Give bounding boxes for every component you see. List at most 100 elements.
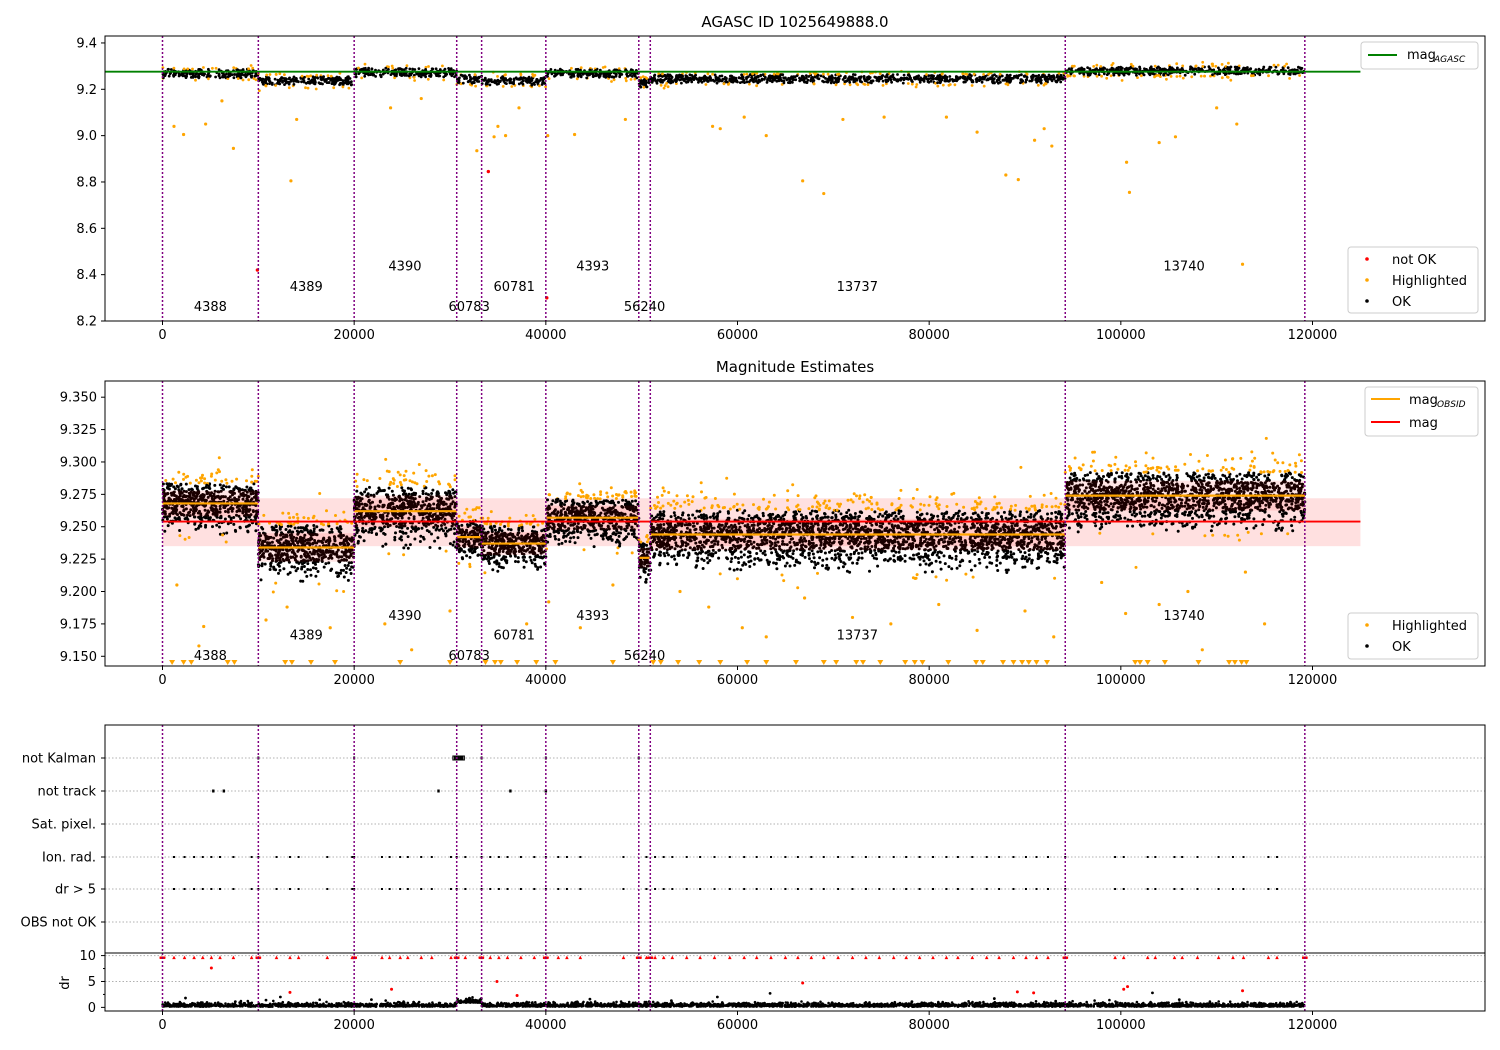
ok-point xyxy=(218,483,222,487)
ok-point xyxy=(442,529,445,533)
ok-point xyxy=(200,73,204,76)
highlighted-point xyxy=(306,86,310,90)
ok-point xyxy=(815,74,819,78)
ok-point xyxy=(346,564,350,567)
highlighted-point xyxy=(387,470,391,474)
highlighted-point xyxy=(663,84,667,87)
highlighted-point xyxy=(220,479,224,483)
highlighted-point xyxy=(856,83,860,87)
ok-point xyxy=(860,80,863,84)
highlighted-point xyxy=(1220,63,1224,66)
ok-point xyxy=(345,79,348,83)
ok-point xyxy=(445,492,449,496)
highlighted-point xyxy=(441,64,444,68)
highlighted-point xyxy=(1100,74,1103,78)
ok-point xyxy=(1120,66,1123,70)
chart-title: Magnitude Estimates xyxy=(716,358,874,376)
ok-point xyxy=(163,73,167,77)
highlighted-point xyxy=(463,511,467,515)
highlighted-point xyxy=(188,481,192,485)
ok-point xyxy=(462,550,466,554)
ok-point xyxy=(585,76,589,80)
ok-point xyxy=(196,526,200,530)
ok-point xyxy=(239,517,243,521)
ok-point xyxy=(938,79,942,83)
ok-point xyxy=(632,73,636,76)
highlighted-point xyxy=(342,510,346,514)
ok-point xyxy=(444,526,448,530)
ok-point xyxy=(1276,72,1280,76)
highlighted-point xyxy=(430,474,434,478)
ok-point xyxy=(528,555,532,559)
highlighted-point xyxy=(207,77,210,81)
highlighted-point xyxy=(1025,72,1029,76)
ok-point xyxy=(1183,73,1187,77)
ok-point xyxy=(347,561,351,565)
ok-point xyxy=(1019,78,1023,82)
highlighted-point xyxy=(317,582,321,586)
ok-point xyxy=(804,74,808,77)
ok-point xyxy=(461,81,465,85)
highlighted-point xyxy=(544,85,547,89)
highlighted-point xyxy=(1203,74,1206,78)
highlighted-point xyxy=(1173,135,1178,139)
ok-point xyxy=(720,79,724,82)
ok-point xyxy=(1135,67,1138,71)
ok-point xyxy=(774,76,777,80)
ok-point xyxy=(348,568,352,572)
ok-point xyxy=(268,568,272,571)
ok-point xyxy=(436,491,440,495)
highlighted-point xyxy=(247,78,251,82)
ok-point xyxy=(466,80,470,84)
ok-point xyxy=(169,68,173,71)
highlighted-point xyxy=(910,82,914,86)
highlighted-point xyxy=(914,85,918,89)
ok-point xyxy=(398,530,402,533)
ok-point xyxy=(885,80,889,83)
highlighted-point xyxy=(624,76,628,80)
ok-point xyxy=(401,530,405,534)
ok-point xyxy=(182,72,185,76)
ok-point xyxy=(853,80,857,83)
highlighted-point xyxy=(1181,64,1185,68)
ok-point xyxy=(752,78,756,82)
highlighted-point xyxy=(704,83,708,86)
ok-point xyxy=(948,79,951,83)
ok-point xyxy=(453,532,457,536)
ok-point xyxy=(363,74,367,78)
ok-point xyxy=(167,67,170,71)
ok-point xyxy=(442,75,446,79)
ok-point xyxy=(195,485,199,489)
x-tick-label: 20000 xyxy=(333,328,374,343)
highlighted-point xyxy=(710,124,715,128)
highlighted-point xyxy=(718,127,722,131)
highlighted-point xyxy=(304,86,307,90)
highlighted-point xyxy=(1178,74,1182,78)
highlighted-point xyxy=(295,512,299,516)
ok-point xyxy=(380,528,384,532)
highlighted-point xyxy=(391,66,395,70)
ok-point xyxy=(406,535,410,539)
ok-point xyxy=(322,565,326,569)
ok-point xyxy=(645,85,649,89)
highlighted-point xyxy=(402,553,406,557)
ok-point xyxy=(533,562,537,566)
ok-point xyxy=(571,73,574,76)
highlighted-point xyxy=(745,72,749,76)
highlighted-point xyxy=(172,124,176,128)
ok-point xyxy=(346,578,350,582)
ok-point xyxy=(483,79,486,82)
ok-point xyxy=(400,74,404,77)
highlighted-point xyxy=(906,82,910,85)
highlighted-point xyxy=(387,65,390,69)
ok-point xyxy=(833,76,837,80)
ok-point xyxy=(1019,81,1022,85)
highlighted-point xyxy=(1199,74,1203,78)
highlighted-point xyxy=(822,191,826,196)
highlighted-point xyxy=(878,72,882,75)
ok-point xyxy=(826,80,830,84)
highlighted-point xyxy=(424,469,428,473)
ok-point xyxy=(433,539,437,543)
ok-point xyxy=(327,81,331,84)
ok-point xyxy=(522,76,525,80)
